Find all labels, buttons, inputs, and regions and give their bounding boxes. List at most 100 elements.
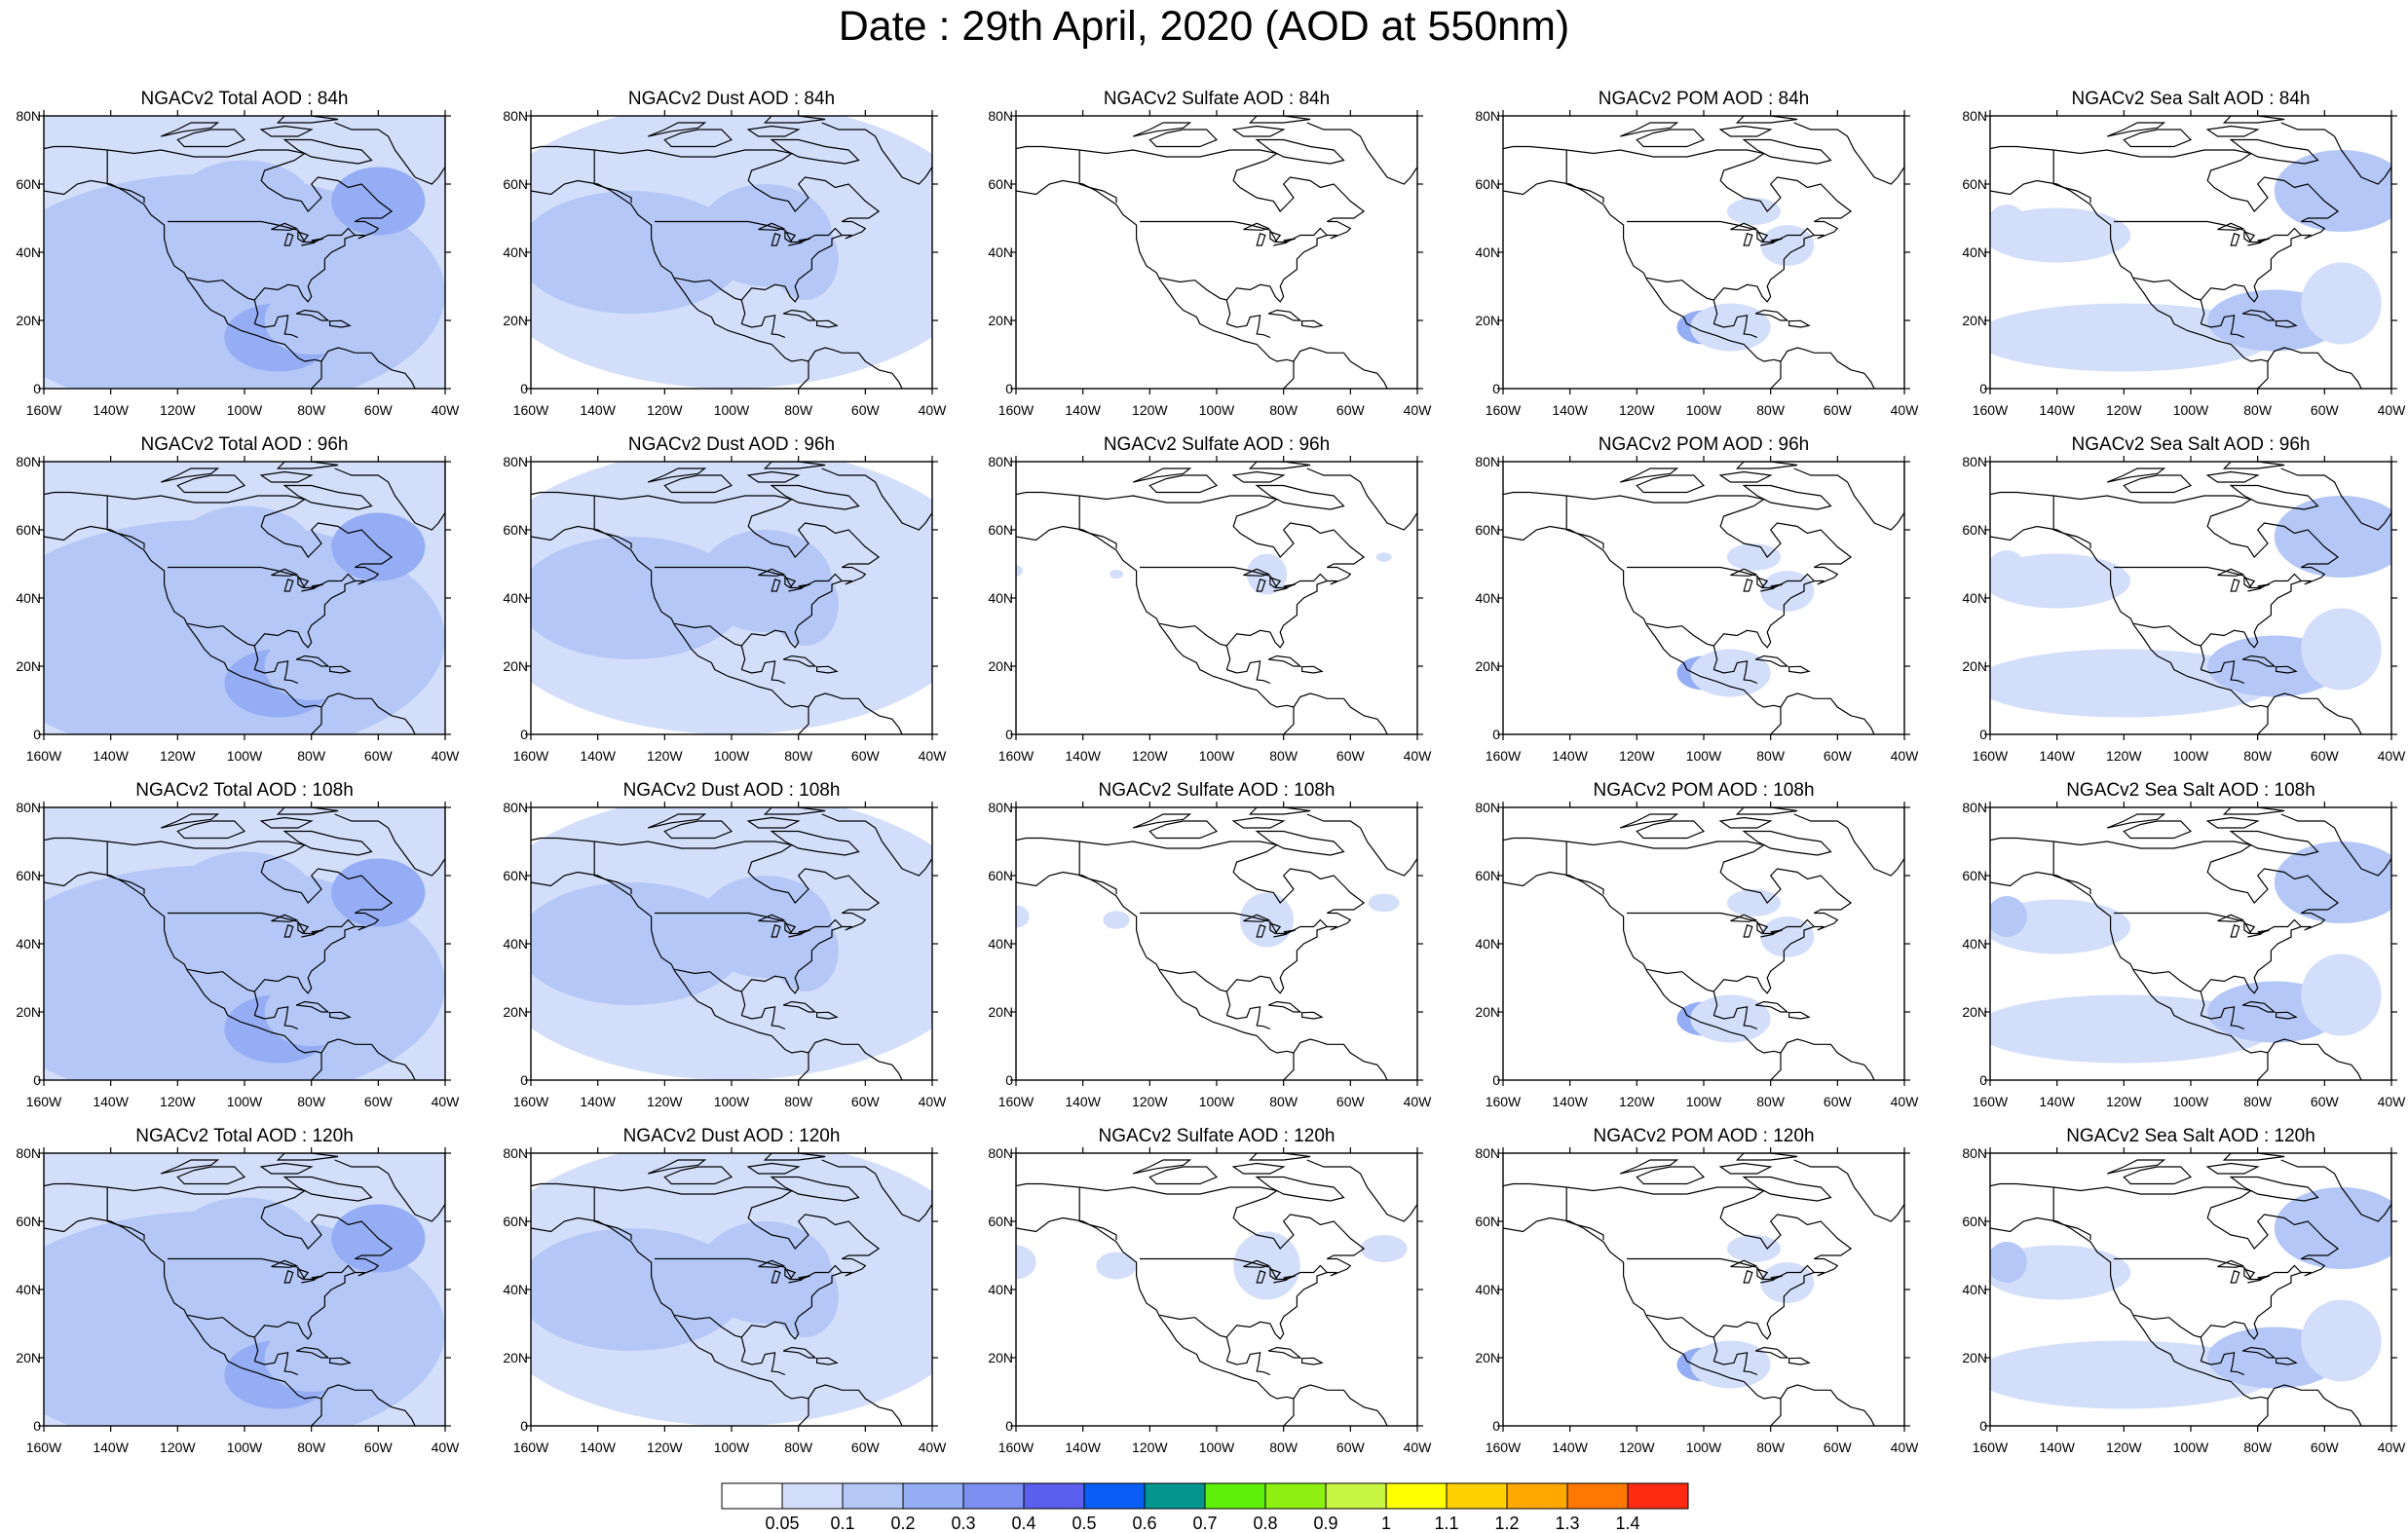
- coastline: [334, 462, 445, 531]
- longitude-tick-label: 120W: [160, 1440, 196, 1455]
- landmass-outline: [311, 583, 323, 588]
- latitude-tick-label: 80N: [988, 1145, 1013, 1161]
- longitude-tick-label: 140W: [2039, 1440, 2075, 1455]
- longitude-tick-label: 60W: [1823, 748, 1852, 764]
- landmass-outline: [259, 1162, 314, 1175]
- aod-region: [1760, 225, 1815, 266]
- coastline: [1990, 1182, 2340, 1362]
- longitude-tick-label: 140W: [1065, 748, 1101, 764]
- landmass-outline: [1735, 462, 1798, 469]
- longitude-tick-label: 140W: [1552, 748, 1588, 764]
- latitude-tick-label: 0: [33, 727, 41, 742]
- colorbar-swatch: [1566, 1482, 1629, 1510]
- latitude-tick-label: 80N: [988, 800, 1013, 815]
- coastline: [1503, 491, 1853, 670]
- landmass-outline: [798, 238, 810, 243]
- longitude-tick-label: 40W: [1403, 748, 1432, 764]
- landmass-outline: [2247, 1279, 2262, 1284]
- longitude-tick-label: 60W: [2310, 1440, 2339, 1455]
- latitude-tick-label: 80N: [16, 800, 41, 815]
- longitude-tick-label: 140W: [1065, 402, 1101, 418]
- landmass-outline: [1619, 1159, 1679, 1175]
- landmass-outline: [1269, 922, 1282, 935]
- latitude-tick-label: 40N: [988, 936, 1013, 952]
- latitude-tick-label: 40N: [1475, 244, 1500, 260]
- map-plot: [525, 1147, 938, 1432]
- landmass-outline: [283, 233, 294, 246]
- aod-region: [1690, 1340, 1771, 1389]
- colorbar-label: 0.4: [1011, 1514, 1036, 1533]
- coastline: [531, 871, 809, 1080]
- longitude-tick-label: 160W: [997, 1440, 1035, 1455]
- longitude-tick-label: 100W: [1685, 748, 1722, 764]
- landmass-outline: [1743, 924, 1753, 938]
- coastline: [2052, 150, 2091, 204]
- landmass-outline: [1735, 116, 1798, 124]
- longitude-tick-label: 80W: [1756, 1440, 1786, 1455]
- longitude-tick-label: 80W: [1756, 402, 1786, 418]
- latitude-tick-label: 80N: [16, 1145, 41, 1161]
- aod-region: [1727, 889, 1781, 916]
- coastline: [2267, 1384, 2362, 1426]
- landmass-outline: [1132, 467, 1192, 483]
- aod-region: [1016, 1245, 1036, 1280]
- landmass-outline: [663, 820, 734, 840]
- landmass-outline: [1132, 122, 1192, 137]
- latitude-tick-label: 0: [520, 727, 528, 742]
- landmass-outline: [1756, 1268, 1769, 1281]
- landmass-outline: [2247, 587, 2262, 592]
- coastline: [2133, 277, 2201, 301]
- coastline: [593, 1187, 632, 1241]
- landmass-outline: [1267, 309, 1302, 321]
- landmass-outline: [311, 1275, 323, 1280]
- landmass-outline: [798, 583, 810, 588]
- coastline: [741, 1352, 786, 1376]
- longitude-tick-label: 80W: [297, 1094, 326, 1109]
- landmass-outline: [1231, 816, 1286, 829]
- coastline: [1159, 968, 1227, 992]
- landmass-outline: [771, 579, 781, 592]
- landmass-outline: [1756, 577, 1769, 589]
- longitude-tick-label: 100W: [1685, 1440, 1722, 1455]
- latitude-tick-label: 40N: [1475, 1282, 1500, 1297]
- latitude-tick-label: 40N: [1962, 590, 1987, 606]
- coastline: [1016, 179, 1295, 389]
- longitude-tick-label: 40W: [1890, 1440, 1919, 1455]
- map-panel: NGACv2 Sulfate AOD : 84h 80N 60N 40N 20N 0 160…: [972, 89, 1459, 432]
- longitude-tick-label: 160W: [1485, 1440, 1522, 1455]
- latitude-tick-label: 40N: [503, 936, 528, 952]
- longitude-tick-label: 80W: [784, 1094, 813, 1109]
- landmass-outline: [1743, 579, 1753, 592]
- coastline: [2114, 912, 2302, 935]
- landmass-outline: [2276, 665, 2298, 674]
- coastline: [187, 968, 255, 992]
- landmass-outline: [1273, 1279, 1288, 1284]
- coastline: [2114, 1257, 2302, 1281]
- landmass-outline: [763, 462, 826, 469]
- landmass-outline: [1754, 1000, 1789, 1013]
- landmass-outline: [1718, 470, 1773, 483]
- coastline: [106, 1187, 145, 1241]
- landmass-outline: [2230, 579, 2240, 592]
- coastline: [1078, 150, 1117, 204]
- landmass-outline: [2276, 1011, 2298, 1020]
- coastline: [44, 1216, 322, 1426]
- longitude-tick-label: 140W: [93, 748, 129, 764]
- coastline: [2114, 220, 2302, 243]
- colorbar-swatch: [1627, 1482, 1689, 1510]
- coastline: [1016, 1216, 1295, 1426]
- aod-region: [1727, 543, 1781, 571]
- landmass-outline: [1248, 1153, 1311, 1161]
- landmass-outline: [1718, 816, 1773, 829]
- coastline: [2201, 660, 2245, 685]
- longitude-tick-label: 40W: [2377, 1094, 2406, 1109]
- latitude-tick-label: 0: [1979, 381, 1987, 396]
- coastline: [2280, 1153, 2391, 1222]
- coastline: [1159, 622, 1227, 647]
- coastline: [1780, 1038, 1875, 1080]
- landmass-outline: [788, 587, 803, 592]
- longitude-tick-label: 140W: [1552, 1440, 1588, 1455]
- aod-region: [1990, 896, 2027, 937]
- longitude-tick-label: 80W: [1269, 748, 1298, 764]
- coastline: [2280, 807, 2391, 877]
